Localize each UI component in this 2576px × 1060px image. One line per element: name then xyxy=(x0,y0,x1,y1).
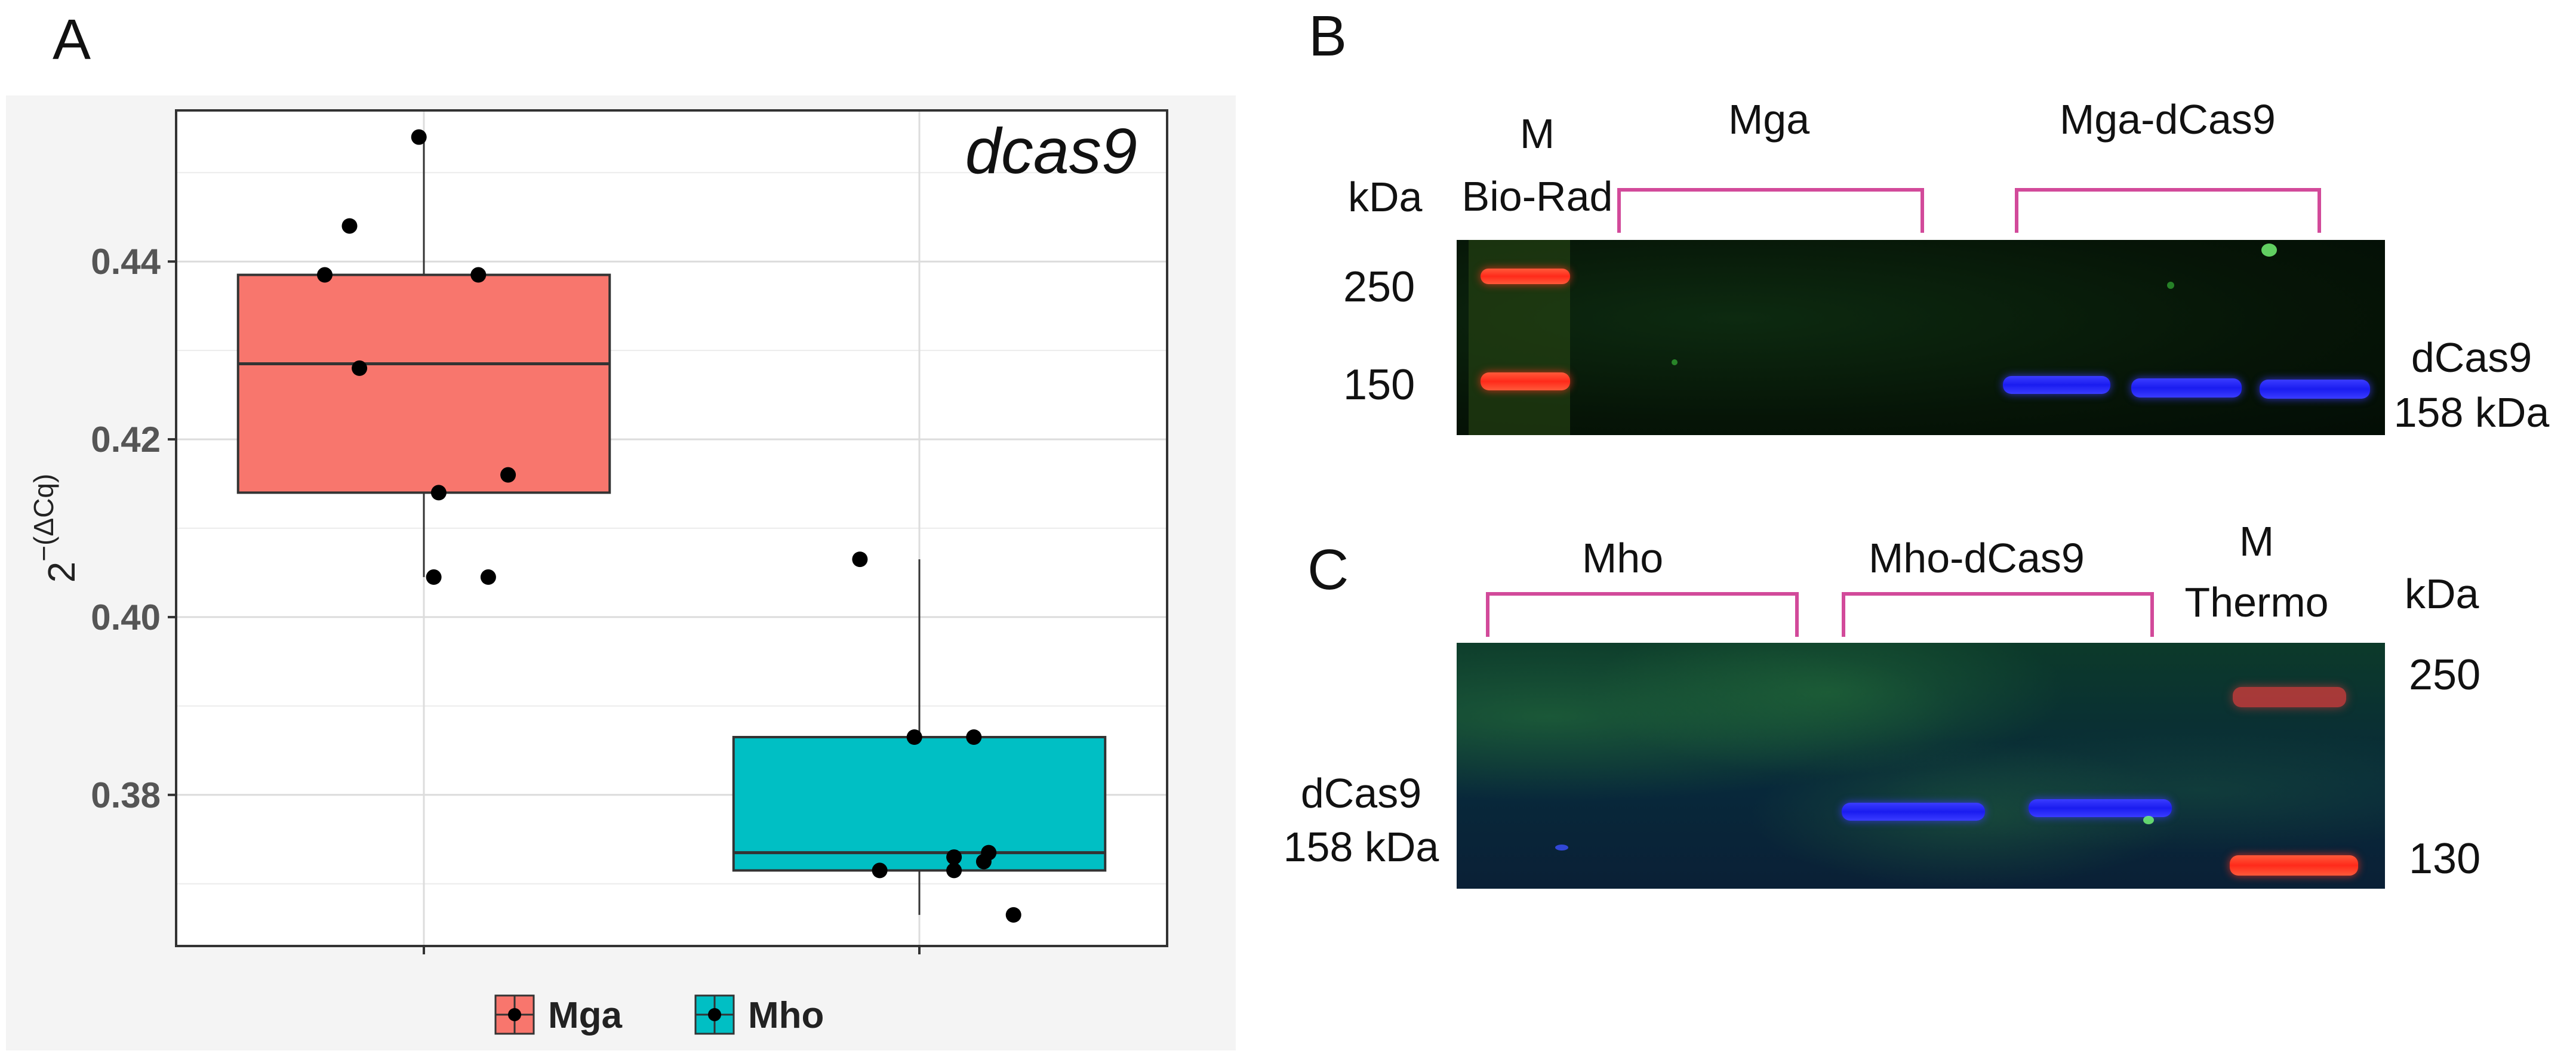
legend-item-mga: Mga xyxy=(494,994,623,1036)
blot-c-bracket-mho-dcas9 xyxy=(1842,592,2154,637)
box-mga xyxy=(236,137,611,577)
data-point xyxy=(966,729,982,745)
data-point xyxy=(411,129,427,145)
blot-b-group-mga: Mga xyxy=(1728,96,1810,143)
y-axis-label-exponent: −(ΔCq) xyxy=(28,474,59,562)
blot-b-dcas9-band-1 xyxy=(2003,376,2110,394)
blot-c-marker-band-130 xyxy=(2230,855,2358,876)
panel-b-letter: B xyxy=(1309,4,1347,68)
data-point xyxy=(946,849,962,865)
panel-a-letter: A xyxy=(53,8,91,72)
data-point xyxy=(1005,907,1021,923)
data-point xyxy=(500,467,516,483)
blot-b-gel xyxy=(1457,240,2385,435)
y-tick-label: 0.38 xyxy=(91,775,161,815)
blot-b-dcas9-band-2 xyxy=(2131,378,2242,398)
chart-title: dcas9 xyxy=(965,115,1137,187)
blot-c-dcas9-band-1 xyxy=(1842,803,1985,821)
blot-c-speck xyxy=(1555,845,1568,851)
data-point xyxy=(480,569,496,585)
y-axis-label: 2−(ΔCq) xyxy=(28,474,83,583)
legend-swatch-point xyxy=(508,1008,521,1021)
blot-b-band-size: 158 kDa xyxy=(2393,389,2550,436)
data-point xyxy=(852,551,868,568)
blot-b-dcas9-band-3 xyxy=(2260,380,2370,399)
blot-b-bracket-mga-dcas9 xyxy=(2015,188,2321,233)
iqr-box xyxy=(236,273,611,494)
legend-label: Mga xyxy=(548,995,623,1036)
blot-b-brackets xyxy=(1617,188,2321,233)
data-point xyxy=(430,485,447,501)
data-point xyxy=(981,845,997,861)
legend-label: Mho xyxy=(748,995,824,1036)
legend: Mga Mho xyxy=(494,994,824,1036)
data-point xyxy=(470,267,487,283)
blot-c-marker-band-250 xyxy=(2233,687,2346,707)
blot-c-gel xyxy=(1457,643,2385,889)
legend-swatch-point xyxy=(708,1008,721,1021)
legend-item-mho: Mho xyxy=(694,994,824,1036)
panel-c-letter: C xyxy=(1307,538,1349,602)
blot-b-marker-band-250 xyxy=(1481,269,1570,284)
blot-c-band-size: 158 kDa xyxy=(1283,824,1439,870)
blot-b-speck xyxy=(1672,359,1678,365)
data-point xyxy=(352,360,368,376)
blot-b-marker-name: Bio-Rad xyxy=(1461,173,1613,220)
blot-b-bracket-mga xyxy=(1617,188,1924,233)
blot-b-band-name: dCas9 xyxy=(2411,334,2532,381)
blot-c-dcas9-band-2 xyxy=(2029,799,2172,817)
blot-c-marker-name: Thermo xyxy=(2184,579,2329,625)
blot-b-marker-band-150 xyxy=(1481,372,1570,390)
data-point xyxy=(872,862,888,879)
blot-c-speck xyxy=(2143,816,2154,824)
blot-c-bracket-mho xyxy=(1486,592,1799,637)
box-mho xyxy=(732,559,1107,915)
blot-b-kda-label: kDa xyxy=(1348,174,1423,220)
blot-b-m-label: M xyxy=(1519,110,1555,157)
data-point xyxy=(341,218,358,234)
y-tick-label: 0.44 xyxy=(91,242,161,282)
blot-b-marker-250: 250 xyxy=(1343,263,1415,311)
blot-b-speck xyxy=(2261,244,2277,257)
blot-c-group-mho-dcas9: Mho-dCas9 xyxy=(1869,535,2085,581)
blot-b-group-mga-dcas9: Mga-dCas9 xyxy=(2060,96,2276,143)
blot-b-marker-150: 150 xyxy=(1343,361,1415,409)
y-tick-label: 0.40 xyxy=(91,597,161,637)
boxplot-chart: 0.38 0.40 0.42 0.44 dcas9 2−(ΔCq) Mga Mho xyxy=(6,95,1236,1050)
data-point xyxy=(906,729,922,745)
blot-c-kda-label: kDa xyxy=(2405,571,2479,617)
y-tick-label: 0.42 xyxy=(91,420,161,460)
data-point xyxy=(946,862,962,879)
blot-b-speck xyxy=(2167,282,2174,289)
y-axis-label-base: 2 xyxy=(40,562,83,583)
blot-c-group-mho: Mho xyxy=(1582,535,1664,581)
blot-c-m-label: M xyxy=(2239,518,2275,565)
blot-c-marker-250: 250 xyxy=(2409,651,2481,699)
data-point xyxy=(426,569,442,585)
blot-c-band-name: dCas9 xyxy=(1300,770,1422,816)
plot-frame xyxy=(175,109,1168,947)
blot-c-marker-130: 130 xyxy=(2409,835,2481,883)
iqr-box xyxy=(732,736,1107,872)
data-point xyxy=(317,267,333,283)
blot-c-brackets xyxy=(1486,592,2154,637)
